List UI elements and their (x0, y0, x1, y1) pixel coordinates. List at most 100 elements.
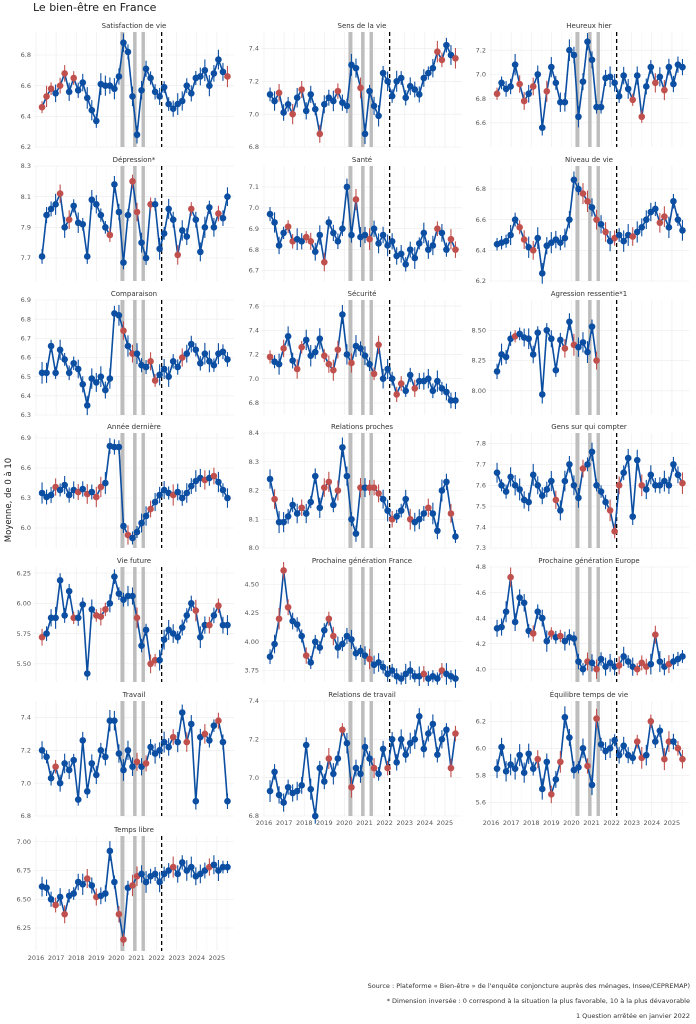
data-point (674, 471, 682, 479)
data-point (588, 204, 596, 211)
data-point (507, 83, 514, 90)
panel-title: Dépression* (113, 156, 156, 164)
data-point (334, 346, 342, 353)
data-point (652, 79, 659, 87)
data-point (661, 755, 668, 763)
data-point (61, 70, 68, 77)
y-tick-label: 7.5 (476, 502, 486, 510)
data-point (434, 377, 441, 385)
data-point (370, 764, 378, 772)
data-point (47, 895, 55, 903)
data-point (83, 253, 91, 260)
data-point (147, 74, 154, 82)
y-tick-label: 6.8 (249, 399, 259, 407)
data-point (316, 335, 324, 343)
data-point (633, 228, 641, 236)
data-point (120, 327, 127, 334)
data-point (384, 77, 391, 85)
data-point (97, 211, 105, 219)
data-point (516, 486, 523, 493)
data-point (361, 743, 369, 751)
data-point (284, 513, 292, 520)
lockdown-band (348, 433, 353, 548)
data-point (670, 80, 677, 88)
data-point (325, 755, 333, 762)
y-tick-label: 6.5 (21, 373, 31, 381)
data-point (447, 764, 455, 772)
data-point (361, 652, 369, 659)
data-point (665, 738, 673, 745)
data-point (88, 882, 96, 889)
data-point (438, 56, 446, 64)
panels-group: 6.2 6.4 6.6 6.8 Satisfaction de vie 6.8 7.0 7.2… (17, 22, 689, 962)
data-point (206, 204, 213, 211)
y-tick-label: 7.0 (476, 71, 486, 79)
data-point (106, 375, 114, 382)
data-point (115, 73, 123, 80)
y-tick-label: 4.2 (476, 640, 486, 648)
y-tick-label: 6.6 (476, 119, 486, 127)
data-point (61, 910, 68, 918)
y-tick-label: 7.2 (21, 746, 31, 754)
lockdown-band (348, 701, 353, 816)
data-point (210, 861, 218, 869)
data-point (61, 481, 68, 489)
x-tick-label: 2018 (523, 819, 540, 827)
data-point (289, 617, 296, 625)
data-point (624, 85, 632, 93)
data-point (311, 638, 319, 646)
data-point (97, 373, 105, 380)
y-tick-label: 7.3 (476, 544, 486, 552)
lockdown-band (141, 836, 145, 951)
lockdown-band (133, 567, 137, 682)
data-point (187, 720, 195, 728)
data-point (593, 715, 600, 722)
data-point (502, 237, 510, 245)
data-point (201, 867, 209, 874)
data-point (452, 246, 459, 253)
data-point (52, 614, 59, 622)
x-tick-label: 2022 (376, 819, 393, 827)
data-point (520, 599, 528, 607)
data-point (434, 675, 441, 682)
data-point (280, 518, 287, 526)
data-point (178, 859, 186, 866)
y-tick-label: 8.25 (472, 357, 486, 365)
lockdown-band (369, 567, 373, 682)
data-point (402, 751, 410, 758)
data-point (670, 461, 677, 468)
data-point (402, 94, 410, 102)
data-point (375, 659, 382, 666)
data-point (160, 870, 168, 878)
data-point (156, 93, 163, 100)
data-point (275, 791, 283, 799)
data-point (129, 178, 136, 185)
data-point (70, 359, 77, 367)
data-point (652, 738, 659, 745)
data-point (388, 667, 396, 674)
data-point (507, 473, 514, 481)
data-point (370, 370, 378, 378)
x-tick-label: 2021 (356, 819, 373, 827)
panel: 6.0 6.3 6.6 6.9 Année dernière (21, 423, 234, 548)
data-point (415, 91, 423, 98)
data-point (334, 487, 342, 494)
data-point (674, 745, 682, 752)
data-point (525, 335, 532, 343)
data-point (525, 750, 532, 758)
data-point (147, 358, 154, 365)
data-point (142, 760, 150, 767)
data-point (219, 738, 227, 746)
data-point (284, 333, 292, 340)
data-point (406, 246, 414, 253)
data-point (611, 79, 618, 87)
data-point (379, 745, 387, 753)
data-point (129, 350, 136, 357)
data-point (402, 260, 410, 268)
data-point (284, 223, 292, 230)
data-point (298, 237, 305, 245)
data-point (307, 785, 315, 793)
data-point (142, 878, 150, 886)
y-tick-label: 6.4 (21, 392, 31, 400)
data-point (425, 375, 432, 382)
